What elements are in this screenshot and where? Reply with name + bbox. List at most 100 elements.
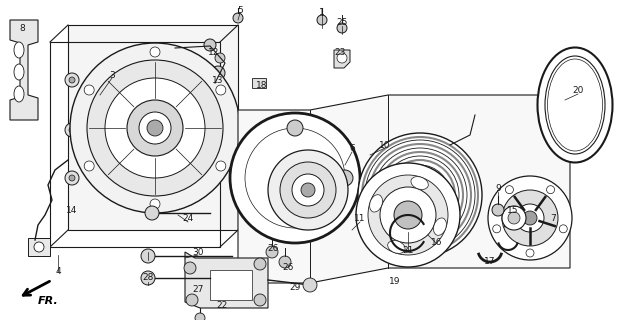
Circle shape bbox=[502, 190, 558, 246]
Circle shape bbox=[546, 186, 555, 194]
Ellipse shape bbox=[369, 195, 383, 212]
Text: 27: 27 bbox=[193, 285, 204, 294]
Ellipse shape bbox=[411, 177, 428, 189]
Text: 4: 4 bbox=[55, 268, 61, 276]
Polygon shape bbox=[238, 95, 570, 283]
Circle shape bbox=[279, 256, 291, 268]
Ellipse shape bbox=[14, 64, 24, 80]
Circle shape bbox=[141, 249, 155, 263]
Circle shape bbox=[139, 112, 171, 144]
Text: 30: 30 bbox=[193, 247, 204, 257]
Circle shape bbox=[65, 171, 79, 185]
Circle shape bbox=[303, 278, 317, 292]
Ellipse shape bbox=[433, 218, 446, 235]
Text: 7: 7 bbox=[550, 213, 556, 222]
Text: 23: 23 bbox=[334, 47, 346, 57]
Polygon shape bbox=[10, 20, 38, 120]
Text: 16: 16 bbox=[431, 237, 443, 246]
Circle shape bbox=[560, 225, 568, 233]
Circle shape bbox=[356, 163, 460, 267]
Polygon shape bbox=[185, 252, 268, 308]
Circle shape bbox=[394, 201, 422, 229]
Circle shape bbox=[145, 206, 159, 220]
Text: 24: 24 bbox=[183, 213, 194, 222]
Ellipse shape bbox=[14, 42, 24, 58]
Circle shape bbox=[230, 113, 360, 243]
Circle shape bbox=[195, 313, 205, 320]
Circle shape bbox=[65, 73, 79, 87]
Bar bbox=[252, 78, 266, 88]
Circle shape bbox=[186, 294, 198, 306]
Circle shape bbox=[337, 53, 347, 63]
Circle shape bbox=[398, 173, 442, 217]
Bar bbox=[28, 238, 50, 256]
Text: 11: 11 bbox=[354, 213, 366, 222]
Text: 26: 26 bbox=[267, 244, 279, 252]
Circle shape bbox=[523, 211, 537, 225]
Text: FR.: FR. bbox=[38, 296, 59, 306]
Circle shape bbox=[150, 47, 160, 57]
Circle shape bbox=[505, 186, 514, 194]
Circle shape bbox=[492, 225, 501, 233]
Ellipse shape bbox=[538, 47, 612, 163]
Text: 14: 14 bbox=[66, 205, 78, 214]
Text: 6: 6 bbox=[349, 143, 355, 153]
Circle shape bbox=[216, 85, 226, 95]
Text: 25: 25 bbox=[337, 18, 348, 27]
Circle shape bbox=[127, 100, 183, 156]
Circle shape bbox=[69, 175, 75, 181]
Circle shape bbox=[216, 161, 226, 171]
Text: 21: 21 bbox=[402, 245, 414, 254]
Circle shape bbox=[516, 204, 544, 232]
Circle shape bbox=[301, 183, 315, 197]
Circle shape bbox=[69, 77, 75, 83]
Text: 5: 5 bbox=[237, 5, 243, 14]
Circle shape bbox=[526, 249, 534, 257]
Circle shape bbox=[268, 150, 348, 230]
Circle shape bbox=[70, 43, 240, 213]
Circle shape bbox=[337, 23, 347, 33]
Circle shape bbox=[233, 13, 243, 23]
Text: 8: 8 bbox=[19, 23, 25, 33]
Circle shape bbox=[147, 120, 163, 136]
Circle shape bbox=[84, 85, 94, 95]
Circle shape bbox=[215, 53, 225, 63]
Text: 13: 13 bbox=[212, 76, 224, 84]
Circle shape bbox=[34, 242, 44, 252]
Circle shape bbox=[211, 66, 225, 80]
Text: 10: 10 bbox=[379, 140, 391, 149]
Text: 29: 29 bbox=[289, 284, 301, 292]
Circle shape bbox=[337, 170, 353, 186]
Circle shape bbox=[266, 246, 278, 258]
Circle shape bbox=[87, 60, 223, 196]
Text: 28: 28 bbox=[142, 274, 153, 283]
Circle shape bbox=[84, 161, 94, 171]
Circle shape bbox=[69, 127, 75, 133]
Text: 19: 19 bbox=[389, 277, 401, 286]
Circle shape bbox=[317, 15, 327, 25]
Circle shape bbox=[150, 199, 160, 209]
Circle shape bbox=[492, 204, 504, 216]
Text: 20: 20 bbox=[573, 85, 584, 94]
Polygon shape bbox=[334, 50, 350, 68]
Circle shape bbox=[292, 174, 324, 206]
Circle shape bbox=[254, 294, 266, 306]
Circle shape bbox=[105, 78, 205, 178]
Text: 26: 26 bbox=[283, 263, 294, 273]
Circle shape bbox=[204, 39, 216, 51]
Polygon shape bbox=[210, 270, 252, 300]
Text: 18: 18 bbox=[256, 81, 268, 90]
Circle shape bbox=[280, 162, 336, 218]
Text: 9: 9 bbox=[495, 183, 501, 193]
Circle shape bbox=[508, 212, 520, 224]
Circle shape bbox=[488, 176, 572, 260]
Circle shape bbox=[184, 262, 196, 274]
Circle shape bbox=[502, 206, 526, 230]
Ellipse shape bbox=[388, 241, 405, 253]
Circle shape bbox=[368, 175, 448, 255]
Circle shape bbox=[380, 187, 436, 243]
Circle shape bbox=[408, 183, 432, 207]
Text: 3: 3 bbox=[109, 70, 115, 79]
Circle shape bbox=[141, 271, 155, 285]
Text: 12: 12 bbox=[208, 47, 220, 57]
